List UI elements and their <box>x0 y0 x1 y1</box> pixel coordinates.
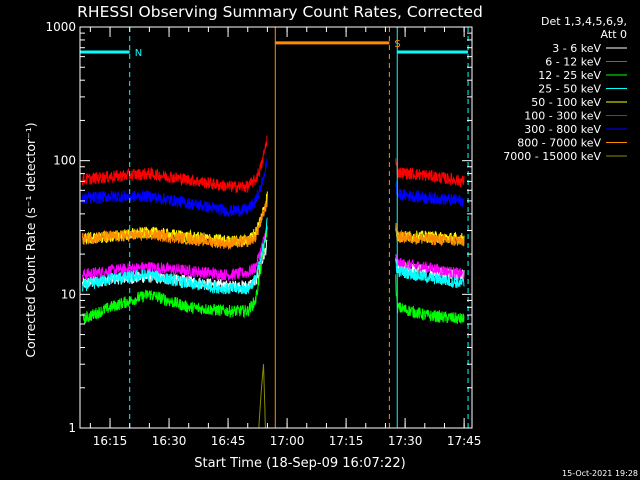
legend-entry-label: 800 - 7000 keV <box>517 137 601 150</box>
series-line <box>82 226 268 325</box>
y-tick-label: 10 <box>61 287 76 301</box>
plot-frame <box>79 26 473 429</box>
series-line <box>395 274 465 324</box>
legend-entry-label: 7000 - 15000 keV <box>503 150 601 163</box>
series-800-7000-kev <box>82 195 465 250</box>
series-line <box>82 195 268 250</box>
series-line <box>82 225 268 281</box>
series-line <box>395 258 465 289</box>
legend-entry-label: 25 - 50 keV <box>538 83 601 96</box>
marker-layer: NS <box>80 39 469 59</box>
series-25-50-kev <box>82 217 465 295</box>
x-tick-label: 17:15 <box>329 434 364 448</box>
series-line <box>258 364 266 429</box>
legend-entry-label: 100 - 300 keV <box>524 110 601 123</box>
legend-title: Att 0 <box>601 28 627 41</box>
legend-entry-label: 50 - 100 keV <box>531 96 601 109</box>
chart-title: RHESSI Observing Summary Count Rates, Co… <box>77 3 483 21</box>
legend-entry-label: 6 - 12 keV <box>545 56 601 69</box>
x-axis-label: Start Time (18-Sep-09 16:07:22) <box>194 456 405 471</box>
series-line <box>395 158 465 188</box>
legend-entry-label: 300 - 800 keV <box>524 123 601 136</box>
series-line <box>82 217 268 295</box>
timestamp: 15-Oct-2021 19:28 <box>562 469 638 478</box>
series-7000-15000-kev <box>258 364 266 429</box>
observing-flag-label: S <box>394 39 400 50</box>
y-tick-label: 1000 <box>45 20 76 34</box>
series-line <box>82 135 268 195</box>
y-tick-label: 1 <box>68 421 76 435</box>
observing-flag-label: N <box>135 48 142 59</box>
x-tick-label: 16:30 <box>152 434 187 448</box>
series-line <box>395 181 465 207</box>
x-tick-label: 16:15 <box>93 434 128 448</box>
x-tick-label: 16:45 <box>211 434 246 448</box>
series-line <box>82 158 268 218</box>
vline-layer <box>79 27 469 428</box>
legend-title: Det 1,3,4,5,6,9, <box>541 15 627 28</box>
axes-layer: 1 10 100 1000 16:15 16:30 16:45 17:00 17:15 17:30… <box>45 20 481 448</box>
legend-entry-label: 12 - 25 keV <box>538 69 601 82</box>
legend-entry-label: 3 - 6 keV <box>552 42 601 55</box>
y-tick-label: 100 <box>53 154 76 168</box>
y-axis-label: Corrected Count Rate (s⁻¹ detector⁻¹) <box>23 122 38 357</box>
series-12-25-kev <box>82 226 465 325</box>
x-tick-label: 17:00 <box>270 434 305 448</box>
series-layer <box>82 135 465 429</box>
series-line <box>395 222 465 247</box>
series-100-300-kev <box>82 135 465 195</box>
series-300-800-kev <box>82 158 465 218</box>
x-tick-label: 17:45 <box>447 434 482 448</box>
x-tick-label: 17:30 <box>388 434 423 448</box>
